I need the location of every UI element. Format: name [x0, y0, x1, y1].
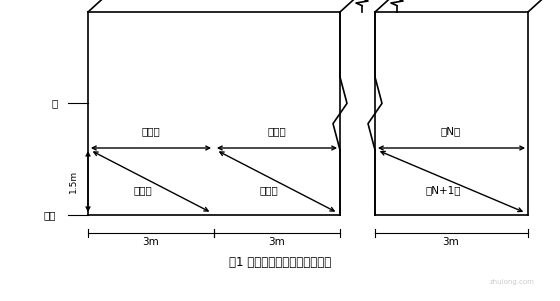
Text: 第四尺: 第四尺	[259, 185, 278, 195]
Text: zhulong.com: zhulong.com	[490, 279, 535, 285]
Text: 1.5m: 1.5m	[69, 169, 78, 193]
Text: 第N+1尺: 第N+1尺	[425, 185, 460, 195]
Text: 地面: 地面	[44, 210, 56, 220]
Text: 图1 超长混凝土墙平整度测量图: 图1 超长混凝土墙平整度测量图	[229, 256, 331, 268]
Text: 3m: 3m	[442, 237, 459, 247]
Text: 第三尺: 第三尺	[268, 126, 286, 136]
Text: 墙: 墙	[52, 98, 58, 108]
Text: 第一尺: 第一尺	[142, 126, 160, 136]
Text: 第N尺: 第N尺	[441, 126, 461, 136]
Text: 第二尺: 第二尺	[133, 185, 152, 195]
Text: 3m: 3m	[269, 237, 286, 247]
Text: 3m: 3m	[143, 237, 160, 247]
